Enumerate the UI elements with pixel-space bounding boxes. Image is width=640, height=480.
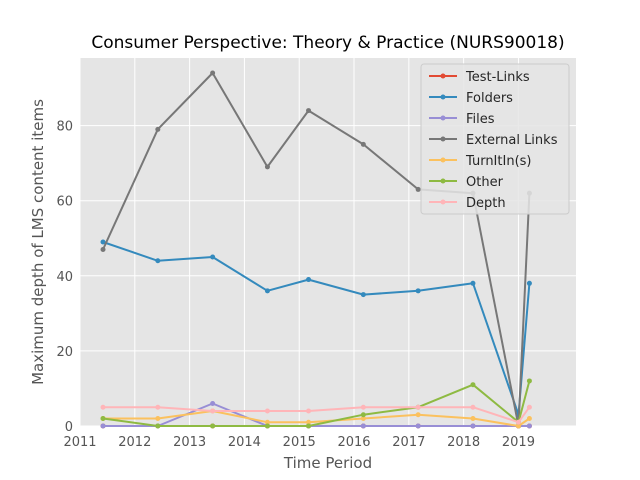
x-axis-title: Time Period	[283, 454, 372, 472]
data-point-external-links	[264, 164, 270, 170]
data-point-turnitin-s	[264, 419, 270, 425]
x-tick-label: 2017	[392, 435, 425, 450]
legend-label: Other	[466, 175, 504, 190]
series-layer	[100, 70, 532, 429]
y-tick-label: 0	[65, 420, 73, 435]
data-point-depth	[210, 408, 216, 414]
data-point-folders	[470, 280, 476, 286]
data-point-folders	[264, 288, 270, 294]
data-point-depth	[360, 404, 366, 410]
chart-title: Consumer Perspective: Theory & Practice …	[91, 33, 564, 53]
series-line-other	[102, 380, 531, 427]
legend-swatch-marker	[440, 136, 446, 142]
legend-label: Depth	[466, 196, 506, 211]
legend-swatch-marker	[440, 94, 446, 100]
data-point-files	[415, 423, 421, 429]
data-point-files	[100, 423, 106, 429]
legend-swatch-marker	[440, 115, 446, 121]
data-point-depth	[470, 404, 476, 410]
legend-label: Test-Links	[465, 70, 530, 85]
series-other	[100, 378, 532, 429]
data-point-depth	[526, 404, 532, 410]
x-tick-label: 2015	[283, 435, 316, 450]
data-point-external-links	[415, 186, 421, 192]
data-point-turnitin-s	[526, 415, 532, 421]
data-point-external-links	[210, 70, 216, 76]
data-point-files	[360, 423, 366, 429]
data-point-depth	[100, 404, 106, 410]
x-tick-label: 2012	[118, 435, 151, 450]
x-tick-label: 2018	[447, 435, 480, 450]
legend-label: Files	[466, 112, 495, 127]
data-point-other	[470, 382, 476, 388]
x-tick-label: 2014	[228, 435, 261, 450]
x-tick-label: 2011	[63, 435, 96, 450]
legend-label: TurnItIn(s)	[465, 154, 531, 169]
y-axis-title: Maximum depth of LMS content items	[29, 99, 47, 385]
data-point-other	[210, 423, 216, 429]
data-point-turnitin-s	[470, 415, 476, 421]
data-point-turnitin-s	[515, 423, 521, 429]
data-point-external-links	[306, 108, 312, 114]
data-point-external-links	[100, 247, 106, 253]
data-point-external-links	[360, 141, 366, 147]
legend-box	[420, 63, 570, 215]
data-point-depth	[415, 404, 421, 410]
data-point-depth	[306, 408, 312, 414]
data-point-depth	[515, 419, 521, 425]
series-line-external-links	[102, 72, 531, 427]
y-tick-label: 20	[56, 345, 73, 360]
legend-swatch-marker	[440, 73, 446, 79]
data-point-depth	[155, 404, 161, 410]
data-point-other	[526, 378, 532, 384]
data-point-files	[210, 400, 216, 406]
data-point-other	[100, 415, 106, 421]
legend-label: Folders	[466, 91, 513, 106]
series-depth	[100, 404, 532, 425]
data-point-folders	[526, 280, 532, 286]
y-tick-label: 40	[56, 270, 73, 285]
data-point-depth	[264, 408, 270, 414]
x-tick-label: 2019	[502, 435, 535, 450]
data-point-folders	[360, 292, 366, 298]
data-point-folders	[306, 277, 312, 283]
data-point-other	[306, 423, 312, 429]
data-point-other	[360, 412, 366, 418]
data-point-folders	[155, 258, 161, 264]
data-point-turnitin-s	[360, 415, 366, 421]
data-point-turnitin-s	[415, 412, 421, 418]
legend-swatch-marker	[440, 178, 446, 184]
y-tick-label: 60	[56, 195, 73, 210]
ticks: 2011 2012 2013 2014 2015 2016 2017 2018 2019 0 20 4…	[56, 120, 535, 450]
series-line-folders	[102, 241, 531, 416]
data-point-other	[155, 423, 161, 429]
data-point-folders	[100, 239, 106, 245]
legend-swatch-marker	[440, 157, 446, 163]
data-point-files	[470, 423, 476, 429]
legend-label: External Links	[466, 133, 558, 148]
data-point-files	[526, 423, 532, 429]
legend: Test-Links Folders Files External Links Turn…	[420, 63, 570, 215]
data-point-folders	[210, 254, 216, 260]
data-point-turnitin-s	[306, 419, 312, 425]
legend-swatch-marker	[440, 199, 446, 205]
x-tick-label: 2016	[337, 435, 370, 450]
data-point-other	[264, 423, 270, 429]
y-tick-label: 80	[56, 120, 73, 135]
data-point-external-links	[155, 126, 161, 132]
data-point-turnitin-s	[155, 415, 161, 421]
x-tick-label: 2013	[173, 435, 206, 450]
data-point-folders	[415, 288, 421, 294]
series-line-depth	[103, 406, 531, 424]
